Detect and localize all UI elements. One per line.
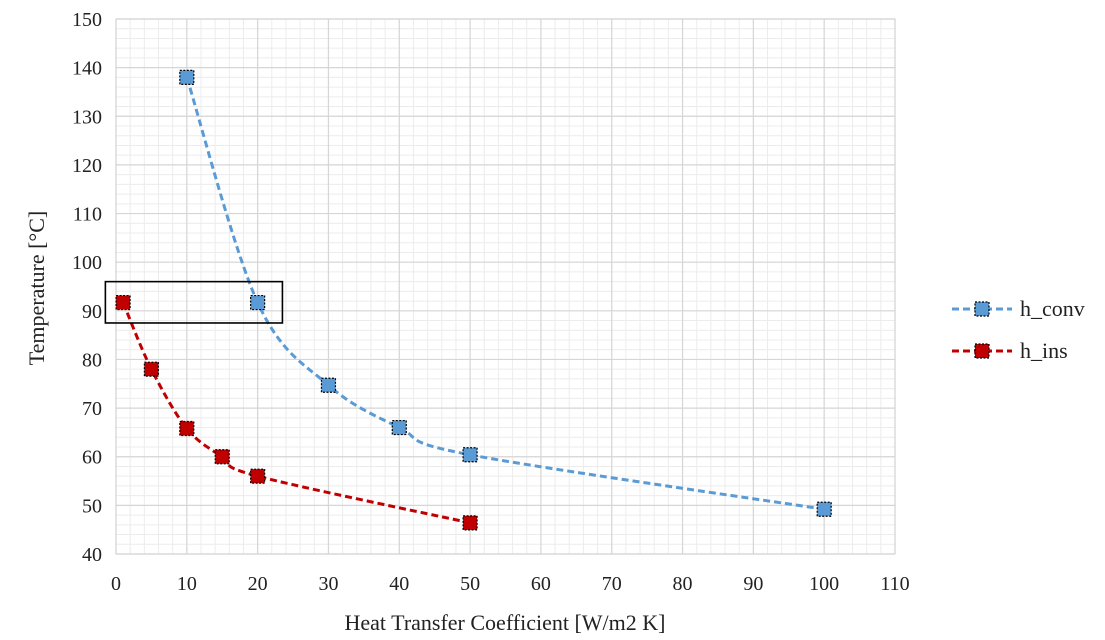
x-tick-label: 110 (880, 573, 909, 595)
major-grid (115, 18, 896, 555)
data-point (250, 468, 266, 484)
x-tick-label: 80 (673, 573, 693, 595)
x-tick-label: 50 (460, 573, 480, 595)
x-tick-label: 70 (602, 573, 622, 595)
y-tick-labels: 40 50 60 70 80 90 100 110 120 130 140 150 (72, 9, 102, 566)
annotation-layer (104, 280, 284, 324)
legend-marker (974, 343, 990, 359)
x-tick-label: 30 (318, 573, 338, 595)
x-tick-label: 60 (531, 573, 551, 595)
data-point (816, 501, 832, 517)
y-tick-label: 120 (72, 155, 102, 177)
data-point (214, 449, 230, 465)
x-tick-labels: 0 10 20 30 40 50 60 70 80 90 100 110 (111, 573, 910, 595)
plot-frame (115, 18, 896, 555)
x-tick-label: 40 (389, 573, 409, 595)
legend-label: h_ins (1020, 338, 1068, 363)
x-axis-title: Heat Transfer Coefficient [W/m2 K] (345, 610, 666, 635)
series-line (121, 301, 471, 525)
y-tick-label: 130 (72, 106, 102, 128)
data-point (320, 377, 337, 393)
y-tick-label: 60 (82, 447, 102, 469)
data-point (250, 294, 266, 311)
data-point (143, 361, 160, 377)
y-tick-label: 40 (82, 544, 102, 566)
x-tick-label: 20 (248, 573, 268, 595)
y-tick-label: 70 (82, 398, 102, 420)
legend-item-h-ins: h_ins (952, 338, 1068, 363)
y-tick-label: 110 (73, 204, 102, 226)
minor-grid (115, 18, 896, 555)
legend-label: h_conv (1020, 296, 1085, 321)
data-point (115, 294, 131, 311)
x-tick-label: 90 (743, 573, 763, 595)
x-tick-label: 10 (177, 573, 197, 595)
series-h-ins (115, 294, 478, 531)
x-tick-label: 0 (111, 573, 121, 595)
y-tick-label: 150 (72, 9, 102, 31)
y-tick-label: 100 (72, 252, 102, 274)
y-tick-label: 90 (82, 301, 102, 323)
legend-item-h-conv: h_conv (952, 296, 1085, 321)
series-layer (115, 69, 832, 531)
data-point (462, 515, 478, 531)
series-line (185, 76, 825, 511)
series-h-conv (179, 69, 832, 517)
legend: h_conv h_ins (952, 296, 1085, 363)
data-point (462, 447, 478, 463)
x-tick-label: 100 (809, 573, 839, 595)
data-point (391, 419, 407, 436)
y-tick-label: 140 (72, 58, 102, 80)
highlight-box (104, 280, 284, 324)
y-tick-label: 50 (82, 495, 102, 517)
y-tick-label: 80 (82, 349, 102, 371)
y-axis-title: Temperature [°C] (24, 211, 49, 365)
data-point (179, 69, 195, 85)
data-point (179, 420, 195, 437)
legend-marker (974, 301, 990, 317)
